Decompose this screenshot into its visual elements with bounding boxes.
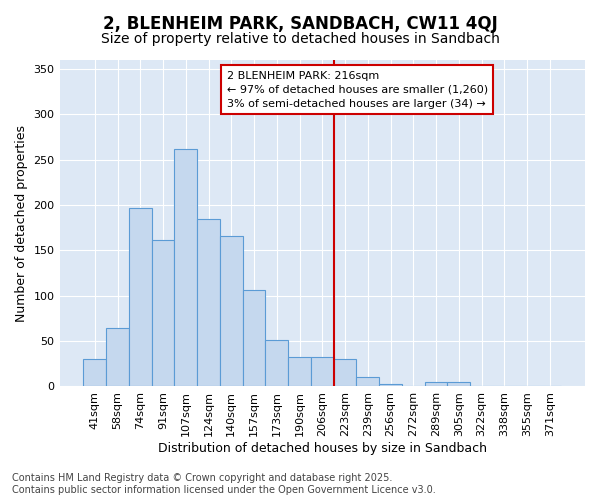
Bar (425, 382, 448, 386)
Bar (265, 340, 288, 386)
Bar (356, 378, 379, 386)
Bar (220, 236, 242, 386)
Bar (175, 149, 197, 386)
Y-axis label: Number of detached properties: Number of detached properties (15, 124, 28, 322)
Bar (448, 382, 470, 386)
Bar (311, 356, 334, 386)
Bar (106, 328, 129, 386)
Bar (288, 356, 311, 386)
Bar (83, 360, 106, 386)
Bar (242, 290, 265, 386)
Bar (152, 240, 175, 386)
Bar (129, 208, 152, 386)
Text: 2, BLENHEIM PARK, SANDBACH, CW11 4QJ: 2, BLENHEIM PARK, SANDBACH, CW11 4QJ (103, 15, 497, 33)
Bar (379, 384, 402, 386)
X-axis label: Distribution of detached houses by size in Sandbach: Distribution of detached houses by size … (158, 442, 487, 455)
Text: 2 BLENHEIM PARK: 216sqm
← 97% of detached houses are smaller (1,260)
3% of semi-: 2 BLENHEIM PARK: 216sqm ← 97% of detache… (227, 71, 488, 109)
Text: Size of property relative to detached houses in Sandbach: Size of property relative to detached ho… (101, 32, 499, 46)
Bar (197, 218, 220, 386)
Bar (334, 360, 356, 386)
Text: Contains HM Land Registry data © Crown copyright and database right 2025.
Contai: Contains HM Land Registry data © Crown c… (12, 474, 436, 495)
